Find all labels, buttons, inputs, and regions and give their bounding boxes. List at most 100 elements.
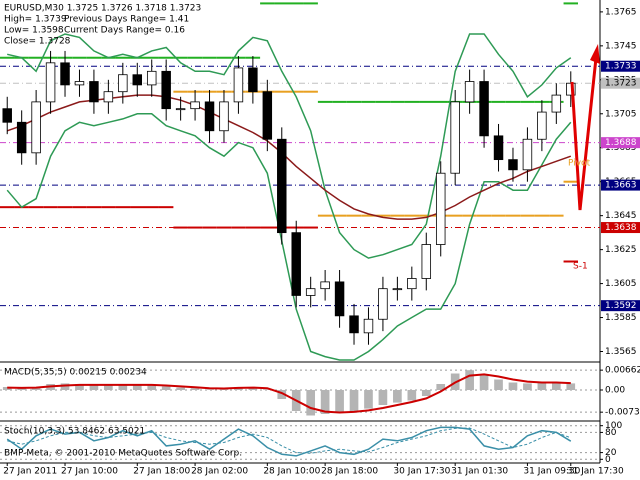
y-tick-label: 1.3625	[605, 245, 637, 255]
macd-bar	[364, 390, 373, 409]
candle-body	[190, 101, 200, 110]
x-tick-label: 28 Jan 02:00	[191, 467, 248, 477]
level-box	[601, 60, 640, 72]
indicator-line	[6, 113, 572, 361]
candle-body	[118, 74, 128, 93]
macd-bar	[205, 389, 214, 390]
macd-bar	[320, 390, 330, 414]
x-tick-label: 31 Jan 17:30	[567, 467, 624, 477]
info-text: Current Days Range= 0.16	[64, 26, 185, 36]
info-text: High= 1.3739	[4, 15, 67, 25]
candle-body	[219, 101, 229, 132]
stoch-main	[6, 426, 572, 457]
y-tick-label: 1.3605	[605, 279, 637, 289]
macd-bar	[407, 390, 417, 401]
candle-body	[305, 288, 316, 296]
candle-body	[291, 232, 301, 296]
y-tick-label: 1.3745	[605, 41, 637, 51]
info-text: Close= 1.3728	[4, 37, 71, 47]
macd-bar	[176, 387, 185, 390]
stoch-title: Stoch(10,3,3) 53.8462 63.5021	[4, 427, 145, 437]
macd-bar	[147, 384, 157, 390]
macd-bar	[508, 382, 518, 390]
candle-body	[349, 315, 359, 334]
forecast-arrow-head	[590, 44, 600, 64]
macd-bar	[306, 390, 316, 416]
candle-body	[551, 94, 562, 113]
candle-body	[450, 101, 460, 174]
y-tick-label: 100	[605, 421, 622, 431]
macd-bar	[89, 384, 99, 390]
macd-bar	[421, 390, 431, 396]
candle-body	[175, 108, 186, 111]
x-tick-label: 28 Jan 18:00	[321, 467, 378, 477]
x-tick-label: 28 Jan 10:00	[263, 467, 320, 477]
macd-bar	[494, 379, 503, 390]
level-label: 1.3638	[605, 223, 637, 233]
macd-bar	[349, 390, 359, 411]
candle-body	[248, 67, 258, 93]
candle-body	[45, 62, 56, 103]
candle-body	[537, 111, 547, 140]
macd-bar	[436, 384, 446, 390]
candle-body	[363, 318, 374, 334]
candle-body	[378, 288, 388, 320]
candle-body	[392, 288, 403, 291]
level-box	[601, 77, 640, 89]
y-tick-label: 0.00662	[605, 366, 640, 376]
indicator-line	[7, 33, 572, 259]
candle-body	[262, 91, 273, 140]
chart-title: EURUSD,M30 1.3725 1.3726 1.3718 1.3723	[4, 4, 201, 14]
macd-bar	[335, 390, 344, 413]
macd-bar	[132, 384, 142, 390]
y-tick-label: 80	[605, 428, 617, 438]
macd-bar	[566, 383, 576, 390]
info-text: Previous Days Range= 1.41	[64, 15, 189, 25]
macd-bar	[75, 384, 84, 390]
macd-bar	[537, 382, 547, 390]
candle-body	[132, 74, 143, 86]
candle-body	[204, 101, 215, 132]
candle-body	[435, 172, 446, 245]
level-box	[601, 222, 640, 234]
macd-bar	[523, 383, 532, 390]
macd-bar	[378, 390, 388, 405]
macd-title: MACD(5,35,5) 0.00215 0.00234	[4, 368, 147, 378]
y-tick-label: 1.3645	[605, 211, 637, 221]
macd-bar	[262, 389, 272, 390]
candle-body	[89, 81, 99, 103]
candle-body	[320, 281, 330, 290]
copyright: BMP-Meta, © 2001-2010 MetaQuotes Softwar…	[4, 449, 242, 459]
candle-body	[31, 101, 41, 154]
macd-bar	[465, 370, 474, 390]
candle-body	[508, 159, 518, 171]
macd-bar	[118, 384, 128, 390]
macd-bar	[277, 390, 287, 399]
y-tick-label: 1.3705	[605, 109, 637, 119]
level-label: 1.3723	[605, 79, 637, 89]
macd-bar	[479, 375, 489, 390]
candle-body	[407, 278, 417, 290]
x-tick-label: 27 Jan 18:00	[133, 467, 190, 477]
candle-body	[522, 138, 533, 171]
y-tick-label: 20	[605, 448, 617, 458]
level-box	[601, 179, 640, 191]
macd-bar	[60, 383, 70, 390]
level-label: 1.3663	[605, 181, 637, 191]
candle-body	[103, 91, 114, 103]
candle-body	[277, 138, 287, 234]
x-tick-label: 31 Jan 01:30	[451, 467, 508, 477]
x-tick-label: 27 Jan 10:00	[61, 467, 118, 477]
candle-body	[464, 81, 475, 103]
candle-body	[60, 62, 70, 86]
level-box	[601, 137, 640, 149]
pivot-label: Pivot	[568, 159, 591, 169]
candle-body	[479, 81, 489, 137]
macd-bar	[393, 390, 402, 403]
y-tick-label: -0.00739	[605, 408, 640, 418]
forecast-arrow	[570, 57, 598, 211]
macd-bar	[104, 385, 113, 390]
